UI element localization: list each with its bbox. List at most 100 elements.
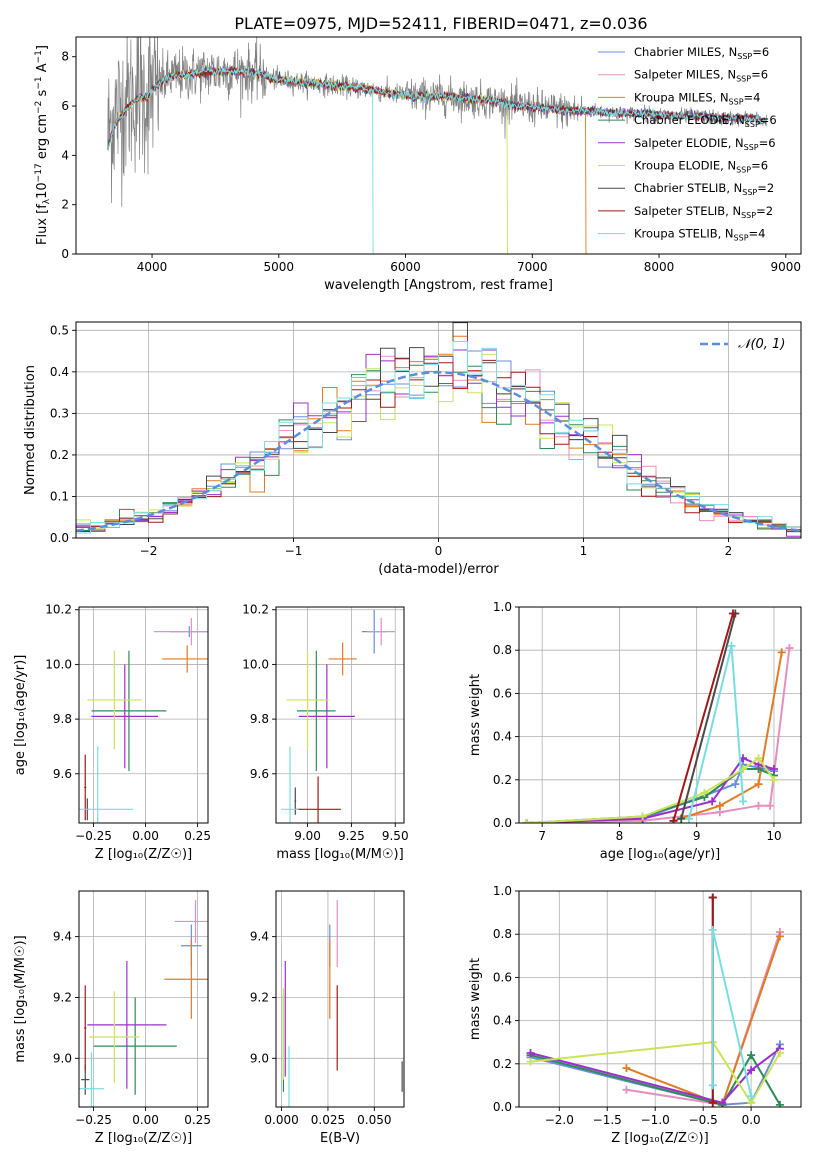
x-tick-label: 7 (538, 829, 546, 843)
x-tick-label: −2 (140, 544, 158, 558)
y-tick-label: 9.8 (53, 712, 72, 726)
plot-overlay: 9.00 9.25 9.50 9.6 9.8 10.0 10.2 mass [log₁₀(M/… (242, 603, 408, 862)
plot-overlay: −0.25 0.00 0.25 9.0 9.2 9.4 Z [log₁₀(Z/Z☉)] mas… (13, 890, 211, 1146)
y-tick-label: 0.0 (493, 816, 512, 830)
y-axis-label: Flux [fλ10−17 erg cm−2 s−1 A−1] (34, 45, 52, 245)
plot-overlay: −0.25 0.00 0.25 9.6 9.8 10.0 10.2 Z [log₁₀(Z/Z☉… (13, 603, 211, 862)
mass-weight-series-line (672, 613, 734, 822)
mass-weight-marker (754, 801, 763, 810)
mass-weight-marker (718, 1098, 727, 1107)
mass-weight-marker (739, 797, 748, 806)
mass-weight-marker (775, 932, 784, 941)
y-tick-label: 0.6 (493, 686, 512, 700)
y-tick-label: 10.2 (45, 603, 72, 617)
plot-overlay: 7 8 9 10 0.0 0.2 0.4 0.6 0.8 1.0 age [log₁₀(age/yr… (468, 600, 802, 862)
mass-weight-marker (715, 801, 724, 810)
y-tick-label: 0.8 (493, 643, 512, 657)
plot-overlay: 0.000 0.025 0.050 9.0 9.2 9.4 E(B-V) (250, 890, 405, 1146)
y-tick-label: 9.0 (53, 1051, 72, 1065)
mass-weight-marker (526, 1049, 535, 1057)
error-bar-point (295, 776, 341, 823)
x-tick-label: 0.25 (184, 829, 211, 843)
mass-weight-marker (775, 1100, 784, 1107)
y-tick-label: 1.0 (493, 884, 512, 898)
age-vs-metallicity-panel: −0.25 0.00 0.25 9.6 9.8 10.0 10.2 Z [log₁₀(Z/Z☉… (13, 603, 211, 862)
x-tick-label: 9.25 (338, 829, 365, 843)
mass-weight-marker (708, 893, 717, 902)
x-tick-label: 9.00 (294, 829, 321, 843)
x-tick-label: −0.25 (75, 829, 112, 843)
x-axis-label: Z [log₁₀(Z/Z☉)] (95, 847, 192, 862)
x-tick-label: 0.000 (264, 1113, 298, 1127)
mass-weight-marker (785, 644, 794, 653)
y-tick-label: 9.2 (250, 990, 269, 1004)
legend-entry: Kroupa STELIB, NSSP=4 (634, 227, 765, 243)
plot-overlay: −2 −1 0 1 2 0.0 0.1 0.2 0.3 0.4 0.5 (data-model)/er… (23, 321, 802, 577)
x-tick-label: 9.50 (382, 829, 409, 843)
mass-weight-marker (669, 816, 678, 823)
x-axis-label: age [log₁₀(age/yr)] (600, 847, 721, 862)
y-tick-label: 4 (61, 148, 69, 162)
x-axis-label: Z [log₁₀(Z/Z☉)] (95, 1131, 192, 1146)
mass-weight-series-line (530, 1041, 781, 1105)
y-tick-label: 0.1 (50, 489, 69, 503)
y-tick-label: 0.4 (50, 365, 69, 379)
error-bar-point (79, 746, 134, 823)
mass-weight-marker (708, 925, 717, 934)
mass-weight-marker (684, 814, 693, 823)
y-tick-label: 0.3 (50, 406, 69, 420)
error-bar-point (93, 997, 177, 1095)
mass-weight-marker (769, 775, 778, 784)
axes-frame (78, 606, 209, 824)
x-tick-label: 9 (693, 829, 701, 843)
x-axis-label: (data-model)/error (378, 562, 499, 577)
legend-entry: Salpeter ELODIE, NSSP=6 (634, 136, 776, 152)
x-tick-label: 2 (725, 544, 733, 558)
y-axis-label: mass weight (468, 674, 483, 756)
axes-frame (518, 890, 802, 1108)
y-tick-label: 0.2 (493, 773, 512, 787)
plot-content (526, 893, 784, 1107)
error-bar-point (87, 650, 142, 750)
error-bar-point (79, 1052, 104, 1107)
y-tick-label: 9.0 (250, 1051, 269, 1065)
plot-content (79, 617, 208, 823)
mass-weight-marker (766, 801, 775, 810)
mass-weight-marker (754, 780, 763, 789)
error-bar-point (367, 617, 396, 646)
axes-frame (78, 890, 209, 1108)
error-bar-point (281, 746, 299, 823)
mass-weight-marker (729, 609, 738, 618)
y-tick-label: 0.5 (50, 323, 69, 337)
age-vs-mass-panel: 9.00 9.25 9.50 9.6 9.8 10.0 10.2 mass [log₁₀(M/… (242, 603, 408, 862)
mass-weight-series-line (530, 1043, 781, 1106)
error-bar-point (174, 900, 208, 943)
x-tick-label: 6000 (390, 260, 421, 274)
plot-area (276, 891, 404, 1107)
axes-frame (75, 36, 802, 255)
x-tick-label: 0 (435, 544, 443, 558)
mass-weight-series-line (680, 613, 737, 819)
residual-histogram-series (76, 341, 801, 534)
legend-entry: Salpeter MILES, NSSP=6 (634, 68, 768, 84)
x-tick-label: 0.0 (742, 1113, 761, 1127)
plot-overlay: −2.0 −1.5 −1.0 −0.5 0.0 0.0 0.2 0.4 0.6 0.8 1.0 Z [… (468, 884, 802, 1146)
mass-weight-marker (622, 1085, 631, 1094)
spectrum-panel: 4000 5000 6000 7000 8000 9000 0 2 4 6 8 wavelength … (34, 36, 802, 293)
x-axis-label: mass [log₁₀(M/M☉)] (276, 847, 403, 862)
mass-weight-marker (747, 1066, 756, 1075)
mass-vs-reddening-panel: 0.000 0.025 0.050 9.0 9.2 9.4 E(B-V) (250, 890, 405, 1146)
mass-weight-vs-age-panel: 7 8 9 10 0.0 0.2 0.4 0.6 0.8 1.0 age [log₁₀(age/yr… (468, 600, 802, 862)
y-tick-label: 0 (61, 247, 69, 261)
error-bar-point (164, 939, 208, 1019)
error-bar-point (328, 642, 357, 676)
mass-weight-marker (526, 1057, 535, 1066)
error-bar-point (286, 650, 329, 750)
y-tick-label: 0.0 (493, 1100, 512, 1114)
x-tick-label: −0.25 (75, 1113, 112, 1127)
x-tick-label: 7000 (517, 260, 548, 274)
y-tick-label: 0.0 (50, 531, 69, 545)
y-axis-label: mass [log₁₀(M/M☉)] (13, 935, 28, 1062)
